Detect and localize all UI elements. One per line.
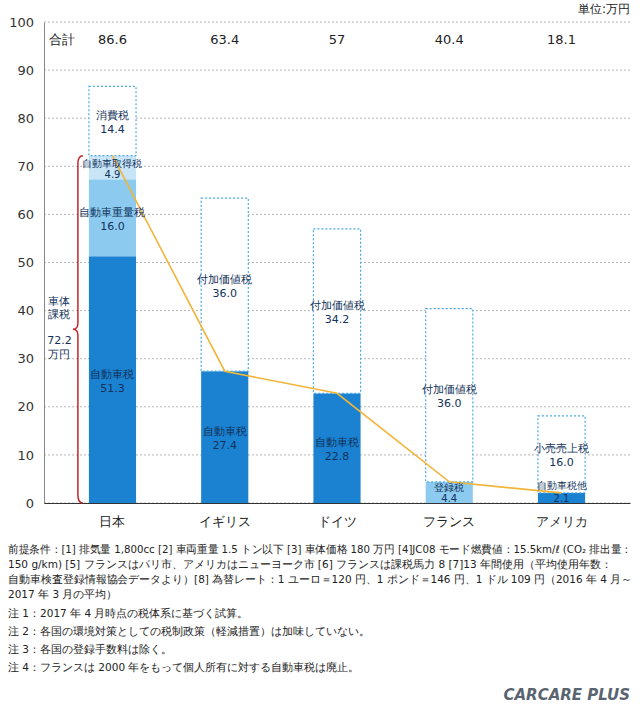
y-tick: 90 (17, 63, 44, 78)
segment-value: 36.0 (437, 397, 462, 410)
note: 前提条件：[1] 排気量 1,800cc [2] 車両重量 1.5 トン以下 [… (8, 543, 632, 555)
bracket-name: 車体課税 (48, 295, 70, 321)
segment-value: 22.8 (325, 450, 350, 463)
y-tick-label: 80 (17, 111, 34, 126)
y-tick: 60 (17, 207, 44, 222)
x-tick: フランス (423, 503, 475, 529)
y-tick: 20 (17, 399, 44, 414)
y-tick-label: 30 (17, 351, 34, 366)
totals: 合計 86.6 63.4 57 40.4 18.1 (49, 32, 576, 47)
note: 注 1：2017 年 4 月時点の税体系に基づく試算。 (8, 607, 248, 619)
y-tick: 10 (17, 448, 44, 463)
y-tick: 50 (17, 255, 44, 270)
segment-value: 36.0 (212, 287, 237, 300)
x-tick: アメリカ (536, 503, 588, 529)
segment-value: 16.0 (100, 220, 125, 233)
x-tick: イギリス (199, 503, 251, 529)
x-tick-label: イギリス (199, 514, 251, 529)
y-tick: 0 (26, 496, 44, 511)
segment-name: 付加価値税 (197, 273, 252, 286)
bar-segment (89, 256, 136, 503)
y-tick: 40 (17, 303, 44, 318)
y-tick: 100 (9, 15, 44, 30)
segment-value: 2.1 (554, 493, 570, 504)
segment-name: 自動車取得税 (82, 158, 142, 169)
y-tick: 70 (17, 159, 44, 174)
segment-value: 51.3 (100, 382, 125, 395)
total-value: 40.4 (435, 32, 464, 47)
x-tick-label: 日本 (99, 514, 125, 529)
segment-name: 自動車税 (90, 368, 134, 381)
y-tick: 80 (17, 111, 44, 126)
segment-value: 27.4 (212, 439, 237, 452)
y-tick-label: 40 (17, 303, 34, 318)
grid-line (44, 22, 630, 23)
bar-segment (313, 393, 360, 503)
note: 注 3：各国の登録手数料は除く。 (8, 643, 172, 655)
y-tick-label: 70 (17, 159, 34, 174)
x-tick: ドイツ (318, 503, 357, 529)
notes: 前提条件：[1] 排気量 1,800cc [2] 車両重量 1.5 トン以下 [… (8, 543, 632, 674)
data-labels: 自動車税51.3自動車税27.4自動車税22.8登録税4.4自動車税他2.1自動… (79, 109, 589, 504)
x-tick-label: アメリカ (536, 514, 588, 529)
note: 注 4：フランスは 2000 年をもって個人所有に対する自動車税は廃止。 (8, 661, 359, 674)
bar-segment (201, 371, 248, 503)
y-tick-label: 100 (9, 15, 34, 30)
segment-name: 自動車重量税 (79, 206, 145, 219)
total-value: 63.4 (210, 32, 239, 47)
logo: CARCARE PLUS (503, 686, 630, 704)
bracket (73, 156, 83, 503)
grid (44, 22, 630, 503)
segment-name: 自動車税 (315, 436, 359, 449)
y-tick-label: 10 (17, 448, 34, 463)
line-series (112, 156, 561, 493)
segment-name: 消費税 (96, 109, 129, 122)
segment-name: 小売売上税 (534, 442, 589, 455)
y-tick: 30 (17, 351, 44, 366)
plot-area (89, 86, 585, 503)
y-tick-label: 20 (17, 399, 34, 414)
y-tick-label: 50 (17, 255, 34, 270)
segment-name: 自動車税 (203, 425, 247, 438)
segment-value: 34.2 (325, 313, 350, 326)
note: 150 g/km) [5] フランスはパリ市、アメリカはニューヨーク市 [6] … (8, 558, 612, 570)
x-axis-line (45, 503, 631, 504)
bracket-unit: 万円 (48, 348, 70, 361)
total-value: 18.1 (547, 32, 576, 47)
segment-value: 4.4 (441, 493, 457, 504)
y-axis: 0 10 20 30 40 50 60 70 80 90 100 (9, 15, 44, 511)
note: 2017 年 3 月の平均） (8, 588, 117, 600)
bracket-value: 72.2 (47, 334, 72, 347)
bar-segment (538, 493, 585, 503)
unit-label: 単位:万円 (578, 2, 630, 16)
chart: 0102030405060708090100自動車税51.3自動車税27.4自動… (0, 0, 640, 715)
bar-segment (89, 86, 136, 155)
segment-name: 付加価値税 (422, 383, 477, 396)
note: 自動車検査登録情報協会データより）[8] 為替レート：1 ユーロ＝120 円、1… (8, 573, 632, 585)
x-axis: 日本 イギリス ドイツ フランス アメリカ (45, 503, 631, 529)
grid-line (44, 70, 630, 71)
segment-value: 4.9 (105, 169, 121, 180)
y-tick-label: 90 (17, 63, 34, 78)
x-tick-label: フランス (423, 514, 475, 529)
segment-name: 登録税 (434, 482, 464, 493)
x-tick: 日本 (99, 503, 125, 529)
totals-label: 合計 (49, 32, 75, 47)
total-value: 57 (329, 32, 346, 47)
segment-value: 14.4 (100, 123, 125, 136)
note: 注 2：各国の環境対策としての税制政策（軽減措置）は加味していない。 (8, 625, 370, 637)
y-axis-line (44, 23, 45, 504)
segment-name: 自動車税他 (537, 480, 587, 491)
x-tick-label: ドイツ (318, 514, 357, 529)
total-value: 86.6 (98, 32, 127, 47)
y-tick-label: 0 (26, 496, 34, 511)
segment-name: 付加価値税 (310, 299, 365, 312)
segment-value: 16.0 (549, 456, 574, 469)
y-tick-label: 60 (17, 207, 34, 222)
